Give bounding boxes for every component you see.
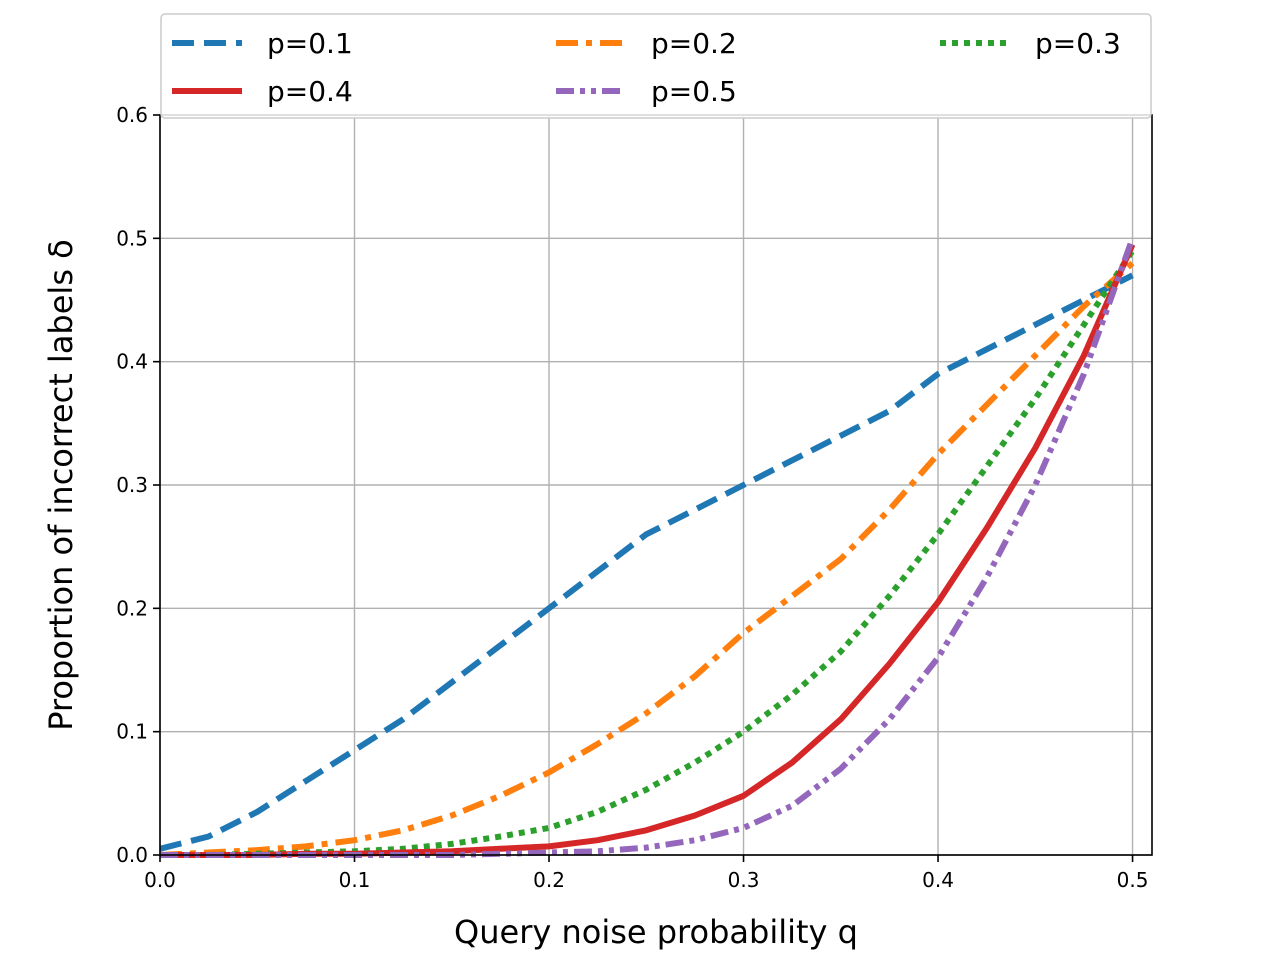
series-line-p=0.3 [160,249,1136,858]
x-tick-label: 0.2 [533,868,565,892]
x-tick-label: 0.5 [1117,868,1149,892]
x-tick-label: 0.1 [339,868,371,892]
x-axis-label: Query noise probability q [454,913,858,951]
legend-label: p=0.4 [267,75,353,108]
y-tick-label: 0.5 [116,226,148,250]
series-line-p=0.2 [159,260,1135,858]
legend-label: p=0.1 [267,27,353,60]
series-group [159,237,1136,858]
x-tick-label: 0.4 [922,868,954,892]
legend-label: p=0.2 [651,27,737,60]
series-line-p=0.4 [160,243,1136,858]
series-line-p=0.1 [159,272,1134,852]
y-tick-label: 0.0 [116,843,148,867]
y-axis-label: Proportion of incorrect labels δ [42,239,80,731]
y-tick-label: 0.3 [116,473,148,497]
y-tick-label: 0.6 [116,103,148,127]
legend-box [160,13,1152,119]
series-line-p=0.5 [160,237,1136,858]
x-tick-label: 0.0 [144,868,176,892]
legend-label: p=0.3 [1035,27,1121,60]
y-tick-label: 0.1 [116,720,148,744]
grid-lines [159,114,1152,856]
axis-ticks: 0.0 0.1 0.2 0.3 0.4 0.5 0.0 0.1 0.2 0.3 0.4 0.5 0.6 [116,103,1148,892]
x-tick-label: 0.3 [728,868,760,892]
y-tick-label: 0.2 [116,596,148,620]
legend: p=0.1 p=0.2 p=0.3 p=0.4 p=0.5 [160,13,1152,119]
y-tick-label: 0.4 [116,350,148,374]
legend-label: p=0.5 [651,75,737,108]
